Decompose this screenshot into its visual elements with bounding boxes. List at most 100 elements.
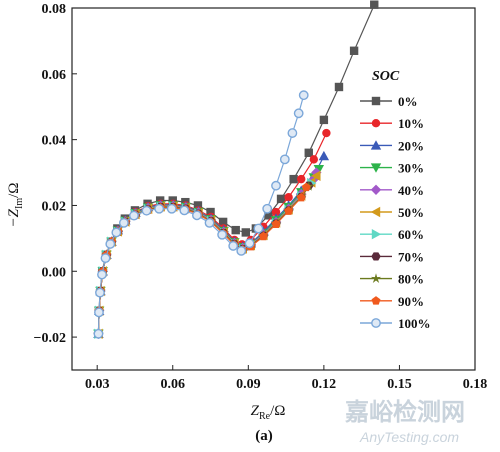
series-10 [93,182,311,338]
data-point [296,192,306,202]
series-line [97,182,312,334]
series-line [97,4,375,334]
y-axis-label-unit: /Ω [6,183,22,198]
series-2 [94,128,331,338]
x-axis-label-sub: Re [259,411,271,422]
data-point [271,180,281,191]
x-tick-label: 0.18 [463,377,488,392]
x-axis-label-main: Z [251,403,260,419]
data-point [301,182,311,192]
legend-marker [371,296,381,305]
watermark: 嘉峪检测网 AnyTesting.com [345,398,465,445]
watermark-cn: 嘉峪检测网 [345,398,465,426]
legend-marker [371,96,381,106]
series-8 [93,181,314,338]
legend-entry: 80% [360,272,424,287]
x-axis-label: ZRe/Ω [251,403,286,422]
data-point [313,165,325,175]
data-point [264,211,273,220]
series-11 [93,90,309,339]
data-point [241,228,250,237]
y-tick-label: 0.08 [42,2,67,17]
legend-label: 60% [398,227,424,242]
plot-frame [71,7,476,371]
series-line [97,168,320,334]
legend-label: 40% [398,183,424,198]
x-tick-label: 0.03 [85,377,110,392]
data-point [279,154,290,165]
data-point [253,223,264,234]
data-point [100,253,111,264]
series-9 [93,180,314,339]
data-point [166,203,177,214]
data-point [289,174,298,184]
series-layer [93,0,379,339]
x-tick-label: 0.09 [236,377,261,392]
data-point [258,231,268,241]
data-point [192,210,202,221]
x-tick-label: 0.15 [387,377,412,392]
data-point [129,210,139,221]
legend-marker [371,119,381,128]
data-point [236,245,247,256]
legend-marker [370,184,382,195]
legend-label: 50% [398,205,424,220]
series-1 [94,0,379,338]
data-point [276,194,286,204]
legend-entry: 20% [360,138,424,153]
data-point [322,128,331,138]
legend-label: 0% [398,94,418,109]
data-point [141,205,152,216]
data-point [319,115,329,125]
data-point [318,150,330,161]
axis-ticks: 0.03 0.06 0.09 0.12 0.15 0.18 −0.02 0.00 0.02 0.0… [34,2,488,392]
series-line [97,132,327,334]
data-point [206,207,215,217]
data-point [228,241,239,251]
legend-label: 100% [398,316,431,331]
watermark-en: AnyTesting.com [359,429,459,445]
data-point [271,219,281,229]
data-point [287,128,298,138]
legend-label: 70% [398,249,424,264]
legend-label: 10% [398,116,424,131]
data-point [304,148,313,157]
legend-label: 20% [398,138,424,153]
data-point [262,203,273,214]
legend-marker [371,229,382,240]
legend-label: 90% [398,294,424,309]
series-4 [93,165,325,339]
x-axis-label-unit: /Ω [270,403,285,419]
y-axis-label-sub: Im [14,198,25,209]
data-point [271,207,281,217]
legend-label: 80% [398,272,424,287]
legend-marker [370,206,381,218]
y-axis-label: −ZIm/Ω [6,183,25,228]
data-point [204,217,215,228]
data-point [218,217,228,227]
legend-entry: 70% [360,249,424,264]
data-point [297,174,306,184]
legend: SOC 0% 10% 20% 30% 40% 50% 60% 70% 80% 90% 100% [360,69,431,331]
data-point [97,269,107,280]
x-tick-label: 0.12 [312,377,337,392]
data-point [298,90,309,101]
panel-label: (a) [255,428,273,444]
y-tick-label: 0.06 [42,68,67,83]
data-point [217,229,228,240]
legend-entry: 100% [360,316,431,331]
data-point [93,328,104,339]
data-point [95,287,105,298]
legend-entry: 60% [360,227,424,242]
data-point [244,238,255,249]
data-point [293,108,304,119]
data-point [105,239,116,249]
series-5 [93,167,322,339]
plot-area [71,7,476,371]
legend-marker [371,318,381,328]
legend-title: SOC [372,69,400,84]
data-point [154,203,165,214]
legend-entry: 0% [360,94,418,109]
data-point [284,206,294,215]
data-point [231,225,240,235]
